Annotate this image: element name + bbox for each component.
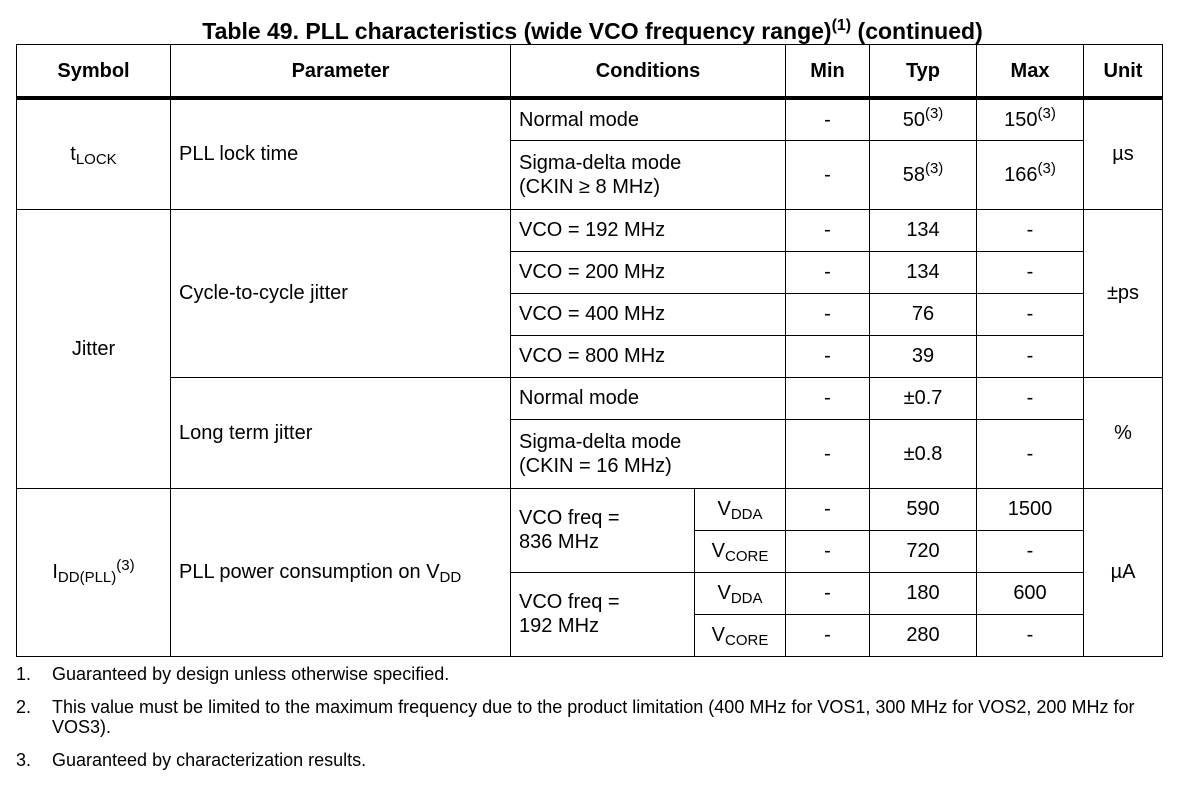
max-cell: -	[976, 292, 1084, 336]
rail-cell: VCORE	[694, 613, 786, 657]
header-row: Symbol Parameter Conditions Min Typ Max …	[16, 44, 1163, 99]
jitter-symbol: Jitter	[16, 208, 171, 489]
header-symbol: Symbol	[16, 44, 171, 99]
footnote: 1. Guaranteed by design unless otherwise …	[16, 664, 450, 684]
idd-unit: µA	[1083, 487, 1163, 657]
typ-cell: 50(3)	[869, 97, 977, 141]
condition-cell: VCO = 200 MHz	[510, 250, 786, 294]
table-row: Sigma-delta mode (CKIN = 16 MHz) - ±0.8 -	[17, 418, 1163, 489]
condition-cell: VCO = 400 MHz	[510, 292, 786, 336]
typ-cell: 590	[869, 487, 977, 531]
max-cell: -	[976, 418, 1084, 489]
typ-cell: 280	[869, 613, 977, 657]
max-cell: 600	[976, 571, 1084, 615]
condition-cell: Sigma-delta mode (CKIN = 16 MHz)	[510, 418, 786, 489]
max-cell: -	[976, 376, 1084, 420]
typ-cell: 134	[869, 208, 977, 252]
table-row: VCO = 200 MHz - 134 -	[17, 250, 1163, 294]
table-row: Jitter Cycle-to-cycle jitter VCO = 192 M…	[16, 208, 1163, 489]
min-cell: -	[785, 613, 870, 657]
max-cell: 1500	[976, 487, 1084, 531]
idd-parameter: PLL power consumption on VDD	[170, 487, 511, 657]
cycle-jitter-unit: ±ps	[1083, 208, 1163, 378]
min-cell: -	[785, 208, 870, 252]
table-title-ref: (1)	[831, 17, 852, 34]
rail-cell: VDDA	[694, 571, 786, 615]
typ-cell: ±0.8	[869, 418, 977, 489]
table-row: tLOCK PLL lock time Normal mode - 50(3) …	[16, 97, 1163, 210]
header-parameter: Parameter	[170, 44, 511, 99]
min-cell: -	[785, 571, 870, 615]
condition-cell: Normal mode	[510, 97, 786, 141]
min-cell: -	[785, 487, 870, 531]
min-cell: -	[785, 529, 870, 573]
footnotes: 1. Guaranteed by design unless otherwise …	[16, 664, 1166, 783]
vco-freq-condition: VCO freq = 192 MHz	[510, 571, 695, 657]
vco-freq-condition: VCO freq = 836 MHz	[510, 487, 695, 573]
min-cell: -	[785, 334, 870, 378]
condition-cell: Normal mode	[510, 376, 786, 420]
min-cell: -	[785, 250, 870, 294]
header-conditions: Conditions	[510, 44, 786, 99]
table-title: Table 49. PLL characteristics (wide VCO …	[0, 9, 1185, 48]
max-cell: -	[976, 208, 1084, 252]
table-row: IDD(PLL)(3) PLL power consumption on VDD…	[16, 487, 1163, 657]
typ-cell: 720	[869, 529, 977, 573]
max-cell: -	[976, 250, 1084, 294]
condition-cell: Sigma-delta mode (CKIN ≥ 8 MHz)	[510, 139, 786, 210]
max-cell: -	[976, 334, 1084, 378]
cycle-jitter-parameter: Cycle-to-cycle jitter	[170, 208, 511, 378]
tlock-unit: µs	[1083, 97, 1163, 210]
table-title-suffix: (continued)	[857, 18, 983, 44]
table-row: VCO = 400 MHz - 76 -	[17, 292, 1163, 336]
typ-cell: ±0.7	[869, 376, 977, 420]
min-cell: -	[785, 292, 870, 336]
table-row: Sigma-delta mode (CKIN ≥ 8 MHz) - 58(3) 1…	[17, 139, 1163, 210]
typ-cell: 134	[869, 250, 977, 294]
max-cell: 150(3)	[976, 97, 1084, 141]
typ-cell: 58(3)	[869, 139, 977, 210]
max-cell: -	[976, 529, 1084, 573]
rail-cell: VCORE	[694, 529, 786, 573]
pll-characteristics-table: Symbol Parameter Conditions Min Typ Max …	[16, 44, 1163, 657]
typ-cell: 39	[869, 334, 977, 378]
table-row: VCO = 800 MHz - 39 -	[17, 334, 1163, 378]
table-row: VCO freq = 192 MHz VDDA - 180 600	[17, 571, 1163, 657]
min-cell: -	[785, 97, 870, 141]
footnote: 2. This value must be limited to the maxi…	[16, 697, 1135, 737]
idd-symbol: IDD(PLL)(3)	[16, 487, 171, 657]
table-title-text: Table 49. PLL characteristics (wide VCO …	[202, 18, 832, 44]
header-min: Min	[785, 44, 870, 99]
typ-cell: 76	[869, 292, 977, 336]
max-cell: 166(3)	[976, 139, 1084, 210]
condition-cell: VCO = 800 MHz	[510, 334, 786, 378]
header-typ: Typ	[869, 44, 977, 99]
min-cell: -	[785, 139, 870, 210]
header-unit: Unit	[1083, 44, 1163, 99]
footnote: 3. Guaranteed by characterization results…	[16, 750, 367, 770]
typ-cell: 180	[869, 571, 977, 615]
condition-cell: VCO = 192 MHz	[510, 208, 786, 252]
header-max: Max	[976, 44, 1084, 99]
table-row: Long term jitter Normal mode - ±0.7 - %	[17, 376, 1163, 489]
table-row: VCORE - 280 -	[17, 613, 1163, 657]
longterm-jitter-parameter: Long term jitter	[170, 376, 511, 489]
rail-cell: VDDA	[694, 487, 786, 531]
tlock-symbol: tLOCK	[16, 97, 171, 210]
tlock-parameter: PLL lock time	[170, 97, 511, 210]
longterm-jitter-unit: %	[1083, 376, 1163, 489]
min-cell: -	[785, 418, 870, 489]
max-cell: -	[976, 613, 1084, 657]
min-cell: -	[785, 376, 870, 420]
